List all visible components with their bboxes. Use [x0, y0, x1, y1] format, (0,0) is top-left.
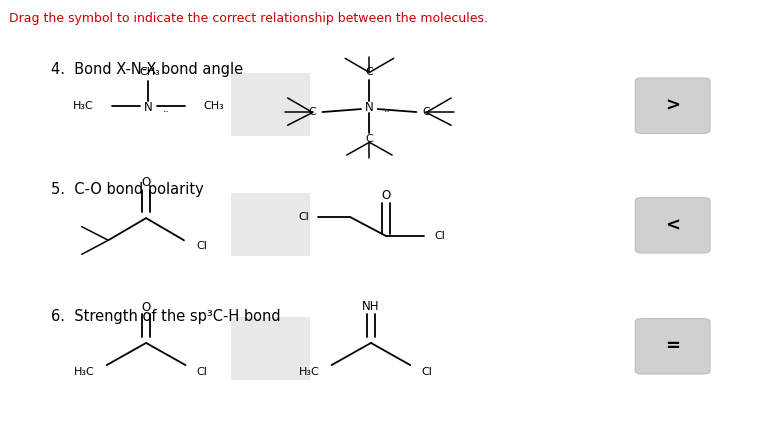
Text: CH₃: CH₃: [139, 67, 160, 78]
Text: H₃C: H₃C: [73, 101, 94, 111]
Text: H₃C: H₃C: [74, 367, 95, 377]
FancyBboxPatch shape: [231, 317, 310, 380]
Text: ··: ··: [385, 106, 391, 117]
FancyBboxPatch shape: [635, 198, 710, 253]
Text: Cl: Cl: [196, 241, 207, 251]
Text: C: C: [422, 107, 430, 118]
Text: N: N: [365, 101, 374, 114]
Text: C: C: [366, 134, 373, 144]
Text: 6.  Strength of the sp³C-H bond: 6. Strength of the sp³C-H bond: [51, 308, 281, 324]
Text: O: O: [142, 301, 151, 314]
Text: ··: ··: [164, 106, 170, 117]
Text: <: <: [665, 216, 680, 234]
Text: O: O: [142, 176, 151, 189]
Text: N: N: [144, 101, 153, 114]
Text: C: C: [309, 107, 316, 118]
Text: O: O: [382, 190, 391, 202]
Text: Cl: Cl: [196, 367, 207, 377]
Text: H₃C: H₃C: [299, 367, 319, 377]
FancyBboxPatch shape: [635, 78, 710, 133]
Text: 4.  Bond X-N-X bond angle: 4. Bond X-N-X bond angle: [51, 61, 244, 77]
FancyBboxPatch shape: [231, 73, 310, 136]
Text: Cl: Cl: [421, 367, 431, 377]
FancyBboxPatch shape: [635, 319, 710, 374]
Text: Drag the symbol to indicate the correct relationship between the molecules.: Drag the symbol to indicate the correct …: [9, 12, 488, 25]
Text: NH: NH: [362, 300, 380, 313]
Text: Cl: Cl: [298, 212, 309, 222]
Text: C: C: [366, 67, 373, 78]
Text: 5.  C-O bond polarity: 5. C-O bond polarity: [51, 182, 204, 197]
FancyBboxPatch shape: [231, 193, 310, 256]
Text: >: >: [665, 97, 680, 115]
Text: =: =: [665, 337, 680, 355]
Text: CH₃: CH₃: [203, 101, 223, 111]
Text: Cl: Cl: [435, 231, 445, 241]
